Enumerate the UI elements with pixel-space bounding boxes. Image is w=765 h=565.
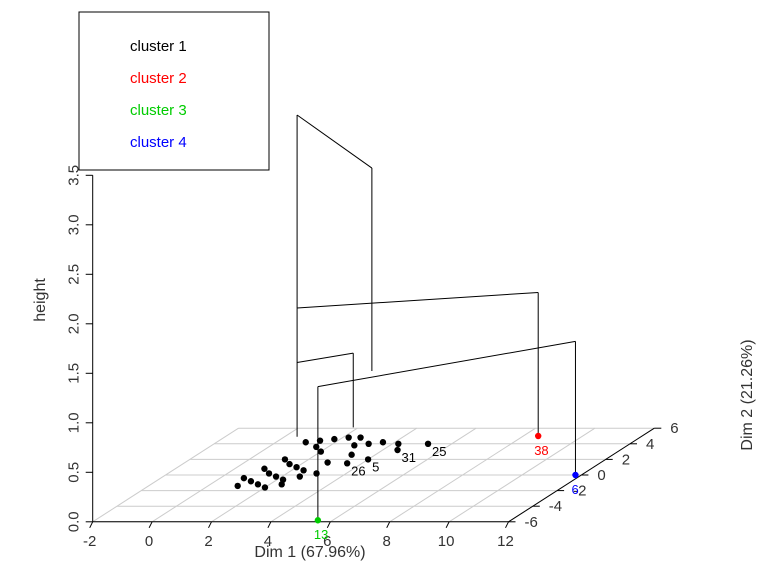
floor-grid (92, 427, 655, 523)
z-axis-label: height (32, 278, 49, 322)
data-point (302, 439, 309, 446)
y-tick-label: -4 (549, 498, 562, 515)
legend-entry: cluster 2 (130, 70, 187, 87)
data-point (348, 451, 355, 458)
dendrogram (296, 114, 576, 521)
data-point (379, 439, 387, 446)
x-tick-label: 2 (204, 533, 212, 550)
data-point (296, 473, 303, 480)
x-tick-mark (267, 521, 272, 529)
x-tick-label: -2 (83, 533, 96, 550)
data-point (343, 460, 351, 467)
x-tick-mark (386, 521, 391, 529)
y-axis-label: Dim 2 (21.26%) (739, 339, 756, 450)
point-label: 5 (372, 459, 379, 474)
data-point (240, 474, 248, 482)
data-point (265, 470, 273, 477)
y-tick-label: 2 (622, 451, 630, 468)
z-tick-label: 0.0 (66, 511, 83, 532)
legend: cluster 1 cluster 2 cluster 3 cluster 4 (130, 38, 187, 151)
point-label: 6 (571, 482, 578, 497)
x-tick-label: 10 (438, 533, 455, 550)
data-point (247, 478, 255, 485)
data-point (286, 460, 293, 468)
data-point (424, 440, 432, 447)
x-tick-mark (505, 521, 509, 529)
legend-box (78, 11, 270, 171)
data-point (324, 459, 331, 466)
z-tick-label: 2.0 (66, 313, 83, 334)
data-point (316, 437, 324, 444)
y-tick-label: 6 (670, 420, 678, 437)
y-tick-label: 0 (597, 467, 605, 484)
z-tick-label: 1.5 (66, 363, 83, 384)
data-points: 38 13 6 25 31 5 26 (234, 432, 579, 542)
data-point (395, 440, 402, 447)
point-label: 31 (402, 450, 416, 465)
data-point (535, 432, 542, 440)
legend-entry: cluster 4 (130, 134, 187, 151)
z-tick-label: 3.0 (66, 214, 83, 235)
dendrogram-branch (297, 352, 354, 363)
y-tick-label: 4 (646, 436, 654, 453)
data-point (278, 481, 285, 488)
data-point (261, 484, 269, 491)
data-point (572, 471, 579, 479)
point-label: 38 (534, 443, 548, 458)
point-label: 26 (351, 463, 365, 478)
dendrogram-branch (317, 340, 576, 388)
y-tick-label: -2 (573, 483, 586, 500)
y-tick-label: -6 (525, 514, 538, 531)
dendrogram-branch (296, 114, 373, 169)
z-tick-label: 3.5 (66, 165, 83, 186)
data-point (364, 456, 372, 463)
data-point (313, 470, 320, 477)
x-tick-mark (148, 521, 153, 529)
x-tick-label: 4 (264, 533, 272, 550)
axes: -2 0 2 4 6 8 10 12-6-4-202460.00.51.01.52.02.53… (66, 165, 679, 550)
x-tick-mark (326, 521, 331, 529)
data-point (345, 434, 352, 441)
x-tick-label: 12 (497, 533, 514, 550)
data-point (331, 435, 338, 443)
data-point (234, 482, 241, 490)
data-point (281, 456, 289, 463)
legend-entry: cluster 3 (130, 102, 187, 119)
z-tick-label: 2.5 (66, 264, 83, 285)
dendrogram-branch (297, 291, 539, 309)
data-point (254, 481, 262, 488)
point-label: 13 (314, 527, 328, 542)
data-point (314, 517, 322, 524)
z-tick-label: 1.0 (66, 412, 83, 433)
data-point (300, 467, 307, 474)
data-point (293, 464, 300, 471)
point-label: 25 (432, 444, 446, 459)
x-tick-mark (445, 521, 450, 529)
data-point (357, 434, 364, 441)
data-point (365, 440, 372, 447)
x-tick-label: 8 (383, 533, 391, 550)
data-point (272, 473, 280, 480)
legend-entry: cluster 1 (130, 38, 187, 55)
x-tick-mark (208, 521, 212, 529)
data-point (313, 443, 320, 451)
x-axis-label: Dim 1 (67.96%) (254, 544, 365, 561)
data-point (261, 465, 268, 472)
data-point (351, 442, 358, 449)
x-tick-label: 0 (145, 533, 153, 550)
data-point (394, 446, 401, 454)
z-tick-label: 0.5 (66, 462, 83, 483)
x-tick-label: 6 (323, 533, 331, 550)
data-point (317, 448, 325, 455)
x-tick-mark (89, 521, 94, 529)
